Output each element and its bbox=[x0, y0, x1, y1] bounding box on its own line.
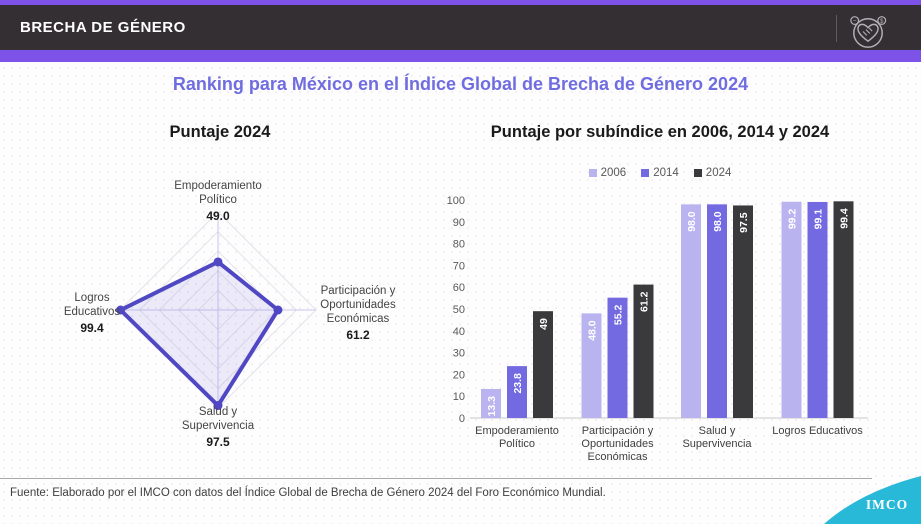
radar-axis-label-logros: Logros Educativos 99.4 bbox=[50, 291, 134, 335]
bar-value-label: 99.2 bbox=[786, 209, 798, 230]
radar-axis-name: Logros Educativos bbox=[50, 291, 134, 319]
radar-axis-value: 61.2 bbox=[346, 328, 370, 342]
bar-2024 bbox=[533, 311, 553, 418]
y-tick-label: 100 bbox=[447, 195, 465, 207]
bar-2006 bbox=[781, 201, 802, 418]
y-tick-label: 50 bbox=[453, 304, 465, 316]
bar-value-label: 98.0 bbox=[686, 211, 698, 232]
bar-2006 bbox=[681, 204, 701, 418]
bar-value-label: 48.0 bbox=[586, 320, 598, 341]
legend-item-2014: 2014 bbox=[641, 167, 679, 179]
bar-2014 bbox=[707, 204, 727, 418]
legend-label: 2014 bbox=[653, 167, 679, 179]
radar-axis-label-participacion: Participación y Oportunidades Económicas 6… bbox=[312, 284, 404, 342]
radar-chart bbox=[116, 211, 317, 411]
header-title: BRECHA DE GÉNERO bbox=[20, 19, 186, 36]
bar-value-label: 55.2 bbox=[612, 305, 624, 326]
legend-label: 2024 bbox=[705, 167, 732, 179]
imco-logo: IMCO bbox=[865, 497, 909, 512]
radar-axis-name-line: Empoderamiento bbox=[174, 180, 262, 192]
radar-axis-name-line: Supervivencia bbox=[181, 420, 255, 432]
legend-swatch bbox=[693, 169, 702, 177]
radar-series-polygon bbox=[118, 259, 280, 408]
bar-2006 bbox=[481, 389, 501, 418]
radar-axis-name-line: Participación y bbox=[320, 285, 396, 297]
header-bottom-accent-bar bbox=[0, 50, 921, 62]
radar-axis-value: 99.4 bbox=[80, 321, 104, 335]
page-title: Ranking para México en el Índice Global … bbox=[172, 74, 749, 94]
bar-2014 bbox=[607, 297, 628, 418]
bar-2014 bbox=[507, 366, 527, 418]
radar-axis-label-empoderamiento: Empoderamiento Político 49.0 bbox=[118, 179, 318, 223]
y-tick-label: 30 bbox=[453, 348, 465, 360]
radar-data-point bbox=[116, 305, 126, 315]
source-note: Fuente: Elaborado por el IMCO con datos … bbox=[10, 487, 606, 499]
radar-axis-name-line: Educativos bbox=[63, 306, 121, 318]
radar-axis-name: Empoderamiento Político bbox=[118, 179, 318, 207]
y-tick-label: 20 bbox=[453, 369, 465, 381]
y-tick-label: 10 bbox=[453, 391, 465, 403]
handshake-heart-icon: − $ bbox=[850, 16, 887, 48]
bar-value-label: 13.3 bbox=[486, 396, 498, 417]
radar-axis-label-salud: Salud y Supervivencia 97.5 bbox=[128, 405, 308, 449]
radar-axis-name-line: Salud y bbox=[198, 406, 238, 418]
radar-axis-name: Salud y Supervivencia bbox=[128, 405, 308, 433]
radar-chart-title: Puntaje 2024 bbox=[169, 123, 271, 141]
radar-axis-value: 49.0 bbox=[206, 209, 230, 223]
category-label: Logros Educativos bbox=[772, 425, 863, 437]
radar-axis-value: 97.5 bbox=[206, 435, 230, 449]
bar-2024 bbox=[633, 284, 654, 418]
bar-value-label: 49 bbox=[538, 318, 550, 330]
bar-value-label: 98.0 bbox=[712, 211, 724, 232]
bar-chart: 0 10 20 30 40 50 60 70 80 90 100 13.3 48.0 98.0 99.2 23… bbox=[447, 195, 868, 463]
y-tick-label: 80 bbox=[453, 239, 465, 251]
y-tick-label: 70 bbox=[453, 260, 465, 272]
legend-item-2024: 2024 bbox=[693, 167, 732, 179]
radar-axis-name-line: Político bbox=[199, 194, 237, 206]
bar-value-label: 61.2 bbox=[638, 291, 650, 312]
bar-2006 bbox=[581, 313, 602, 418]
bar-2024 bbox=[833, 201, 854, 418]
radar-axis-name-line: Económicas bbox=[326, 313, 390, 325]
radar-data-point bbox=[213, 257, 223, 267]
legend-item-2006: 2006 bbox=[588, 167, 627, 179]
y-tick-label: 0 bbox=[459, 413, 465, 425]
bar-2024 bbox=[733, 205, 753, 418]
logo-wedge bbox=[824, 476, 921, 524]
legend-swatch bbox=[641, 169, 650, 177]
legend-swatch bbox=[588, 169, 597, 177]
y-tick-label: 90 bbox=[453, 217, 465, 229]
header-divider bbox=[836, 15, 837, 42]
bar-value-label: 99.1 bbox=[812, 209, 824, 230]
category-label: Salud y Supervivencia bbox=[682, 425, 752, 450]
bar-value-label: 23.8 bbox=[512, 373, 524, 394]
icon-badge-dollar: $ bbox=[880, 19, 884, 25]
category-label: Empoderamiento Político bbox=[475, 425, 559, 450]
icon-badge-minus: − bbox=[853, 18, 857, 25]
bar-value-label: 97.5 bbox=[738, 212, 750, 233]
category-label: Participación y Oportunidades Económicas bbox=[581, 425, 654, 463]
bar-2014 bbox=[807, 201, 828, 418]
radar-axis-name-line: Oportunidades bbox=[320, 299, 396, 311]
y-tick-label: 60 bbox=[453, 282, 465, 294]
y-tick-label: 40 bbox=[453, 326, 465, 338]
bar-value-label: 99.4 bbox=[838, 208, 850, 229]
radar-data-point bbox=[273, 305, 283, 315]
legend-label: 2006 bbox=[600, 167, 627, 179]
header-top-accent-bar bbox=[0, 0, 921, 5]
legend: 2006 2014 2024 bbox=[450, 167, 870, 179]
radar-axis-name-line: Logros bbox=[74, 292, 110, 304]
bar-chart-title: Puntaje por subíndice en 2006, 2014 y 20… bbox=[490, 123, 830, 141]
radar-axis-name: Participación y Oportunidades Económicas bbox=[312, 284, 404, 326]
footer-divider bbox=[0, 478, 872, 479]
radar-data-point bbox=[213, 401, 223, 411]
header-band: BRECHA DE GÉNERO − $ bbox=[0, 5, 921, 50]
